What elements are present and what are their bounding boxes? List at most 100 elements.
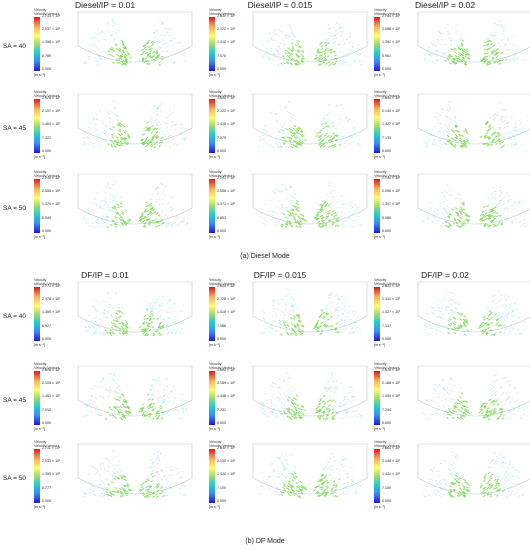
velocity-vector (315, 213, 319, 216)
velocity-vector (147, 488, 150, 491)
velocity-vector (498, 316, 501, 319)
velocity-vector (113, 222, 116, 226)
velocity-vector (335, 330, 338, 334)
velocity-vector (486, 493, 490, 496)
velocity-vector (84, 62, 88, 65)
colorbar-title-line: Velocity Vectors (34, 282, 60, 287)
velocity-vector (350, 466, 354, 469)
vector-panel: Velocity Velocity Vectors 2.715 × 10¹ 2.037… (34, 8, 199, 78)
velocity-vector (92, 225, 95, 228)
velocity-vector (150, 384, 153, 387)
velocity-vector (264, 128, 267, 131)
velocity-vector (140, 138, 144, 141)
velocity-vector (442, 52, 446, 55)
velocity-vector (121, 137, 125, 140)
velocity-vector (321, 482, 325, 485)
velocity-vector (342, 491, 345, 494)
velocity-vector (120, 417, 123, 420)
velocity-vector (158, 224, 161, 227)
velocity-vector (450, 303, 453, 306)
velocity-vector (438, 122, 441, 125)
velocity-vector (154, 485, 158, 488)
velocity-vector (466, 329, 470, 332)
velocity-vector (326, 121, 330, 124)
velocity-vector (266, 143, 270, 146)
velocity-vector (107, 306, 110, 309)
velocity-vector (325, 120, 328, 123)
velocity-vector (157, 214, 161, 217)
velocity-vector (103, 132, 107, 136)
velocity-vector (486, 48, 489, 51)
velocity-vector (502, 483, 506, 486)
velocity-vector (149, 47, 153, 51)
velocity-vector (506, 219, 509, 222)
velocity-vector (156, 192, 160, 195)
velocity-vector (129, 488, 132, 492)
velocity-vector (120, 311, 124, 315)
velocity-vector (441, 208, 445, 211)
velocity-vector (435, 54, 439, 57)
velocity-vector (117, 316, 121, 319)
velocity-vector (442, 219, 446, 222)
velocity-vector (451, 481, 455, 485)
velocity-vector (325, 485, 328, 488)
velocity-vector (340, 135, 344, 138)
velocity-vector (490, 401, 493, 404)
velocity-vector (169, 134, 172, 137)
velocity-vector (336, 302, 339, 306)
velocity-vector (496, 403, 500, 406)
velocity-vector (123, 137, 126, 141)
velocity-vector (491, 209, 495, 213)
velocity-vector (269, 111, 273, 114)
velocity-vector (150, 384, 154, 387)
velocity-vector (341, 223, 344, 226)
velocity-vector (492, 35, 496, 38)
velocity-vector (520, 209, 524, 212)
velocity-vector (99, 414, 103, 417)
velocity-vector (499, 126, 502, 129)
velocity-vector (489, 40, 493, 43)
velocity-vector (144, 205, 148, 208)
velocity-vector (488, 46, 492, 50)
velocity-vector (123, 139, 127, 142)
velocity-vector (327, 31, 330, 34)
velocity-vector (517, 477, 521, 480)
velocity-vector (500, 400, 503, 403)
velocity-vector (165, 323, 169, 326)
velocity-vector (339, 200, 342, 203)
velocity-vector (338, 478, 342, 481)
colorbar-title-line: Velocity Vectors (374, 174, 400, 179)
velocity-vector (160, 23, 164, 26)
velocity-vector (330, 61, 334, 64)
velocity-vector (426, 145, 429, 148)
colorbar-tick-label: 7.088 (217, 323, 226, 328)
velocity-vector (299, 416, 302, 419)
velocity-vector (277, 475, 280, 478)
velocity-vector (456, 60, 460, 63)
velocity-vector (327, 60, 331, 64)
velocity-vector (297, 490, 301, 493)
velocity-vector (109, 491, 113, 494)
velocity-vector (491, 386, 495, 389)
velocity-vector (273, 404, 277, 407)
velocity-vector (352, 41, 355, 44)
velocity-vector (462, 203, 465, 207)
velocity-vector (155, 493, 158, 496)
velocity-vector (272, 299, 276, 302)
velocity-vector (459, 318, 463, 321)
velocity-vector (499, 59, 502, 62)
velocity-vector (148, 129, 151, 132)
velocity-vector (483, 61, 486, 64)
velocity-vector (298, 410, 302, 413)
colorbar-tick-label: 2.197 × 10¹ (42, 109, 61, 114)
velocity-vector (155, 495, 159, 499)
velocity-vector (274, 221, 278, 224)
velocity-vector (485, 132, 489, 135)
velocity-vector (316, 329, 320, 333)
velocity-vector (157, 398, 161, 402)
velocity-vector (101, 394, 105, 397)
velocity-vector (99, 323, 103, 326)
velocity-vector (452, 455, 456, 458)
velocity-vector (139, 483, 143, 487)
velocity-vector (159, 309, 162, 313)
